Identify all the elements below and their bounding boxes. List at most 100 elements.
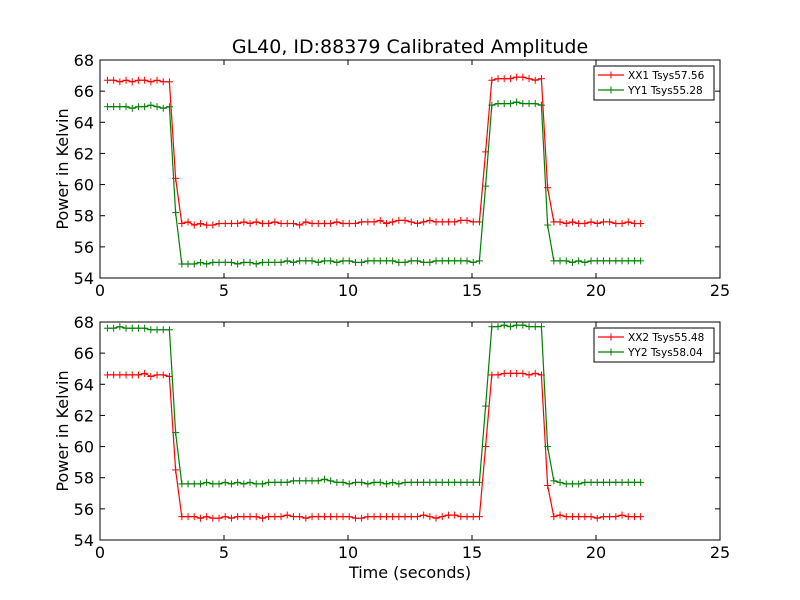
data-point: [395, 513, 403, 521]
data-point: [159, 78, 167, 86]
data-point: [451, 218, 459, 226]
legend-label: YY2 Tsys58.04: [627, 347, 703, 359]
data-point: [550, 218, 558, 226]
data-point: [128, 104, 136, 112]
data-point: [345, 220, 353, 227]
data-point: [630, 513, 638, 521]
data-point: [258, 220, 266, 227]
data-point: [432, 218, 440, 226]
data-point: [159, 371, 167, 379]
data-point: [618, 478, 626, 486]
data-point: [128, 78, 136, 86]
data-point: [172, 466, 180, 474]
y-tick-label: 62: [74, 144, 94, 163]
x-tick-label: 25: [710, 281, 730, 300]
legend-box: [593, 327, 715, 363]
data-point: [240, 258, 248, 266]
data-point: [376, 478, 384, 486]
y-tick-label: 60: [74, 176, 94, 195]
chart-title: GL40, ID:88379 Calibrated Amplitude: [232, 36, 588, 58]
data-point: [345, 513, 353, 521]
data-point: [593, 257, 601, 265]
data-point: [463, 216, 471, 224]
data-point: [482, 443, 490, 451]
data-point: [519, 100, 527, 108]
data-point: [519, 321, 527, 329]
data-point: [258, 480, 266, 488]
data-point: [296, 477, 304, 485]
data-point: [221, 478, 229, 486]
data-point: [320, 257, 328, 265]
legend-item: YY2 Tsys58.04: [598, 347, 703, 359]
data-point: [500, 100, 508, 108]
data-point: [463, 257, 471, 265]
legend-item: XX2 Tsys55.48: [598, 332, 704, 344]
data-point: [599, 513, 607, 521]
data-point: [624, 257, 632, 265]
x-tick-label: 10: [338, 281, 358, 300]
data-point: [376, 216, 384, 224]
y-tick-label: 66: [74, 82, 94, 101]
data-point: [618, 220, 626, 227]
data-point: [606, 218, 614, 226]
data-point: [475, 257, 483, 265]
data-point: [103, 103, 111, 111]
data-point: [265, 513, 273, 521]
series-layer-top: [103, 73, 645, 268]
data-point: [178, 260, 186, 268]
data-point: [444, 218, 452, 226]
data-point: [283, 220, 291, 227]
data-point: [153, 76, 161, 84]
data-point: [283, 257, 291, 265]
data-point: [420, 218, 428, 226]
data-point: [134, 324, 142, 332]
x-tick-label: 15: [462, 281, 482, 300]
data-point: [209, 221, 217, 229]
data-point: [271, 478, 279, 486]
y-tick-label: 56: [74, 500, 94, 519]
y-tick-label: 68: [74, 51, 94, 70]
data-point: [488, 371, 496, 379]
data-point: [382, 257, 390, 265]
data-point: [389, 218, 397, 226]
data-point: [364, 218, 372, 226]
data-point: [544, 482, 552, 489]
data-point: [463, 513, 471, 521]
data-point: [358, 478, 366, 486]
data-point: [426, 513, 434, 521]
data-point: [196, 480, 204, 488]
data-point: [606, 478, 614, 486]
data-point: [178, 480, 186, 488]
data-point: [612, 513, 620, 521]
data-point: [550, 257, 558, 265]
data-point: [184, 513, 192, 521]
data-point: [513, 73, 521, 81]
data-point: [110, 324, 118, 332]
series-line-1: [107, 372, 641, 519]
data-point: [128, 371, 136, 379]
data-point: [246, 258, 254, 266]
data-point: [401, 216, 409, 224]
y-tick-label: 64: [74, 375, 94, 394]
data-point: [624, 513, 632, 521]
data-point: [364, 480, 372, 488]
data-point: [190, 480, 198, 488]
data-point: [246, 220, 254, 227]
y-tick-label: 58: [74, 469, 94, 488]
data-point: [575, 513, 583, 521]
data-point: [159, 104, 167, 112]
x-tick-label: 20: [586, 543, 606, 562]
data-point: [116, 323, 124, 331]
y-tick-label: 60: [74, 438, 94, 457]
data-point: [568, 480, 576, 488]
data-point: [358, 218, 366, 226]
data-point: [587, 257, 595, 265]
data-point: [575, 220, 583, 227]
data-point: [314, 220, 322, 227]
data-point: [227, 220, 235, 227]
data-point: [271, 513, 279, 521]
data-point: [432, 514, 440, 522]
data-point: [327, 220, 335, 227]
data-point: [537, 101, 545, 109]
